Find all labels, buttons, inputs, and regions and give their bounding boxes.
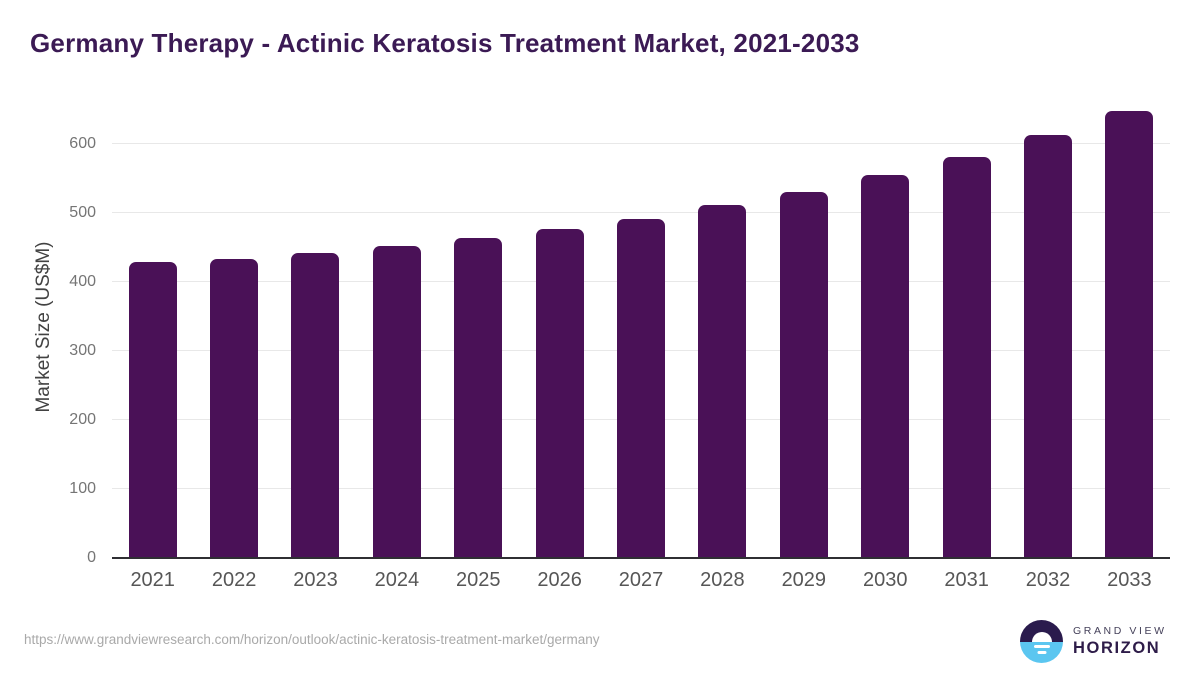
logo-text-grand-view: GRAND VIEW: [1073, 625, 1167, 637]
bar-band-2027: [600, 96, 681, 558]
bar-band-2033: [1089, 96, 1170, 558]
horizon-sunset-icon: [1020, 620, 1063, 663]
x-tick-label-2028: 2028: [700, 569, 745, 591]
x-tick-label-2026: 2026: [537, 569, 582, 591]
bar-band-2025: [438, 96, 519, 558]
bar-band-2024: [356, 96, 437, 558]
x-tick-label-2021: 2021: [130, 569, 175, 591]
bar-2031[interactable]: [942, 156, 991, 558]
logo-wordmark: GRAND VIEW HORIZON: [1073, 625, 1167, 658]
logo-reflection-line-2: [1037, 650, 1046, 654]
bar-2033[interactable]: [1105, 111, 1154, 558]
y-tick-label-0: 0: [87, 549, 96, 566]
y-tick-label-200: 200: [69, 411, 96, 429]
bar-2027[interactable]: [617, 218, 666, 558]
bar-2026[interactable]: [535, 229, 584, 558]
x-tick-label-2022: 2022: [211, 569, 257, 591]
bar-2025[interactable]: [454, 238, 503, 558]
y-tick-label-400: 400: [69, 273, 96, 291]
x-axis-line: [112, 557, 1170, 559]
bar-band-2032: [1007, 96, 1088, 558]
x-tick-label-2024: 2024: [374, 569, 420, 591]
grand-view-horizon-logo: GRAND VIEW HORIZON: [1020, 620, 1167, 663]
bar-band-2031: [926, 96, 1007, 558]
logo-sky-half: [1020, 620, 1063, 642]
bar-band-2029: [763, 96, 844, 558]
y-tick-label-100: 100: [69, 480, 96, 498]
bar-band-2021: [112, 96, 193, 558]
bar-2021[interactable]: [128, 262, 177, 558]
grid-line-600: [112, 143, 1170, 145]
bars-layer: [112, 96, 1170, 558]
source-url: https://www.grandviewresearch.com/horizo…: [24, 632, 600, 647]
bar-2029[interactable]: [779, 191, 828, 558]
x-tick-label-2027: 2027: [618, 569, 664, 591]
chart-title: Germany Therapy - Actinic Keratosis Trea…: [30, 28, 860, 58]
x-tick-label-2032: 2032: [1025, 569, 1071, 591]
bar-band-2030: [845, 96, 926, 558]
bar-2030[interactable]: [861, 175, 910, 558]
bar-2024[interactable]: [372, 246, 421, 558]
bar-2032[interactable]: [1023, 135, 1072, 558]
bar-band-2023: [275, 96, 356, 558]
logo-text-horizon: HORIZON: [1073, 639, 1161, 657]
x-tick-label-2025: 2025: [456, 569, 501, 591]
y-tick-label-500: 500: [69, 204, 96, 222]
y-axis-ticks: 0 100 200 300 400 500 600: [0, 96, 100, 566]
x-tick-label-2031: 2031: [944, 569, 989, 591]
x-tick-label-2029: 2029: [781, 569, 827, 591]
x-axis-labels: 2021 2022 2023 2024 2025 2026 2027 2028 2029 2030…: [112, 569, 1170, 592]
bar-2023[interactable]: [291, 253, 340, 558]
logo-reflection-line-1: [1033, 644, 1050, 648]
bar-band-2026: [519, 96, 600, 558]
y-tick-label-300: 300: [69, 342, 96, 360]
bar-2022[interactable]: [210, 259, 259, 558]
grid-line-500: [112, 212, 1170, 214]
logo-sun-shape: [1031, 631, 1052, 642]
bar-2028[interactable]: [698, 204, 747, 558]
x-tick-label-2030: 2030: [862, 569, 908, 591]
y-tick-label-600: 600: [69, 135, 96, 153]
bar-band-2022: [193, 96, 274, 558]
x-tick-label-2023: 2023: [293, 569, 338, 591]
plot-area: [112, 96, 1170, 559]
x-tick-label-2033: 2033: [1107, 569, 1152, 591]
bar-band-2028: [682, 96, 763, 558]
